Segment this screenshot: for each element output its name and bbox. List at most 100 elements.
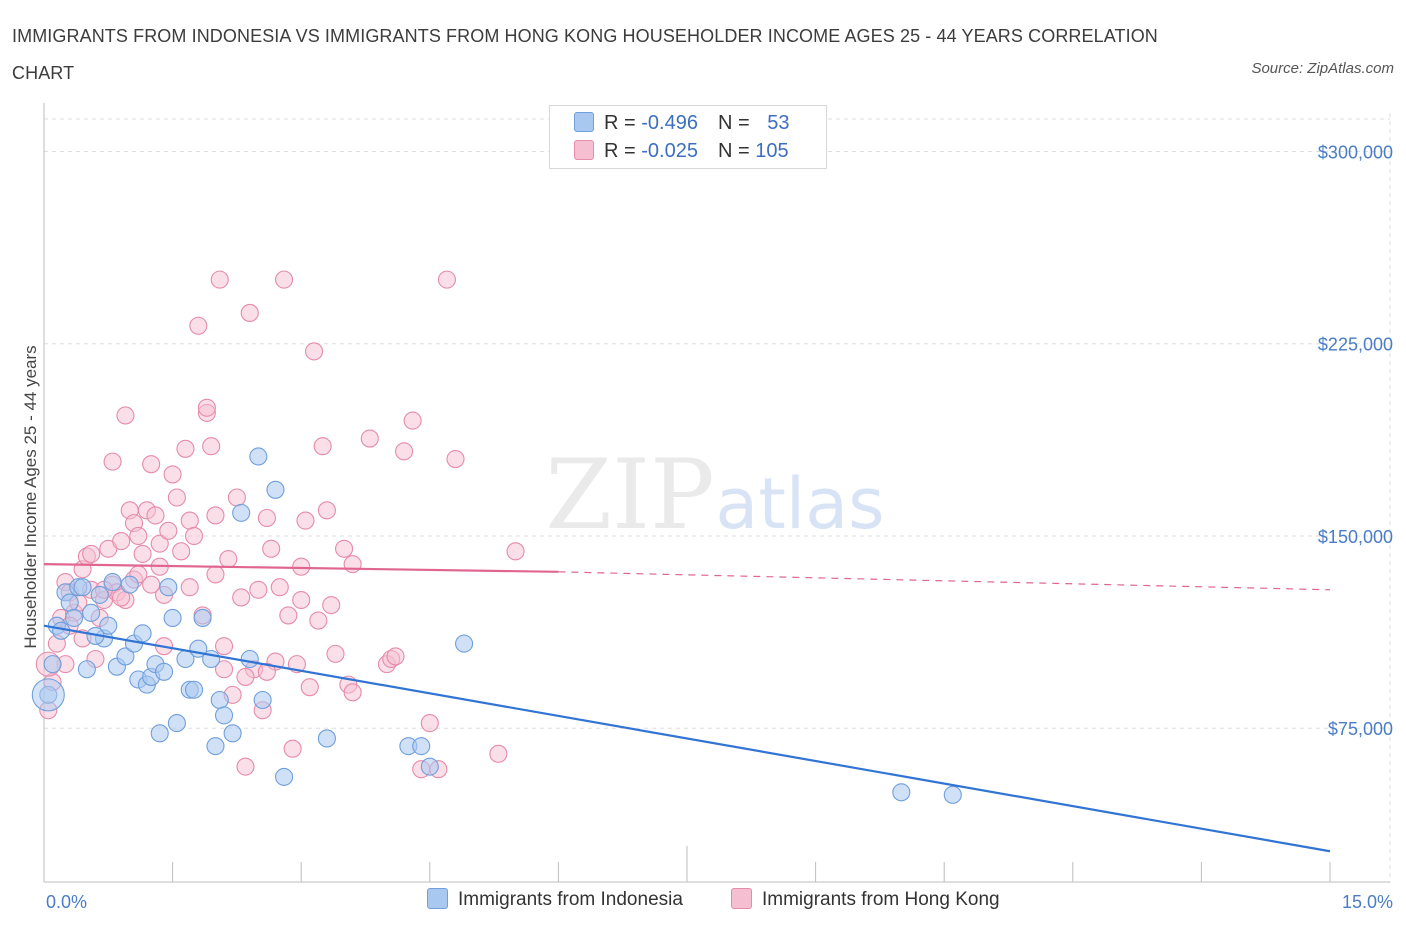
point-indonesia	[275, 767, 294, 786]
point-hong-kong	[172, 542, 191, 561]
point-hong-kong	[232, 588, 251, 607]
axes	[43, 103, 1390, 883]
point-hong-kong	[82, 544, 101, 563]
point-hong-kong	[189, 316, 208, 335]
point-hong-kong	[322, 596, 341, 615]
y-axis-label: Householder Income Ages 25 - 44 years	[21, 345, 40, 648]
point-hong-kong	[343, 683, 362, 702]
point-hong-kong	[116, 406, 135, 425]
legend-swatch-hong-kong	[574, 140, 594, 160]
point-hong-kong	[292, 557, 311, 576]
point-hong-kong	[305, 342, 324, 361]
tick-labels: $75,000 $150,000 $225,000 $300,000 0.0% 15.0%	[46, 142, 1393, 912]
point-hong-kong	[206, 565, 225, 584]
legend-n-value: 105	[755, 140, 789, 162]
point-hong-kong	[103, 452, 122, 471]
point-indonesia	[892, 783, 911, 802]
point-hong-kong	[437, 270, 456, 289]
point-indonesia	[420, 757, 439, 776]
point-hong-kong	[167, 488, 186, 507]
point-hong-kong	[206, 506, 225, 525]
y-tick-label: $225,000	[1318, 335, 1393, 355]
series-legend: Immigrants from Indonesia Immigrants fro…	[0, 888, 1406, 918]
point-hong-kong	[219, 549, 238, 569]
point-hong-kong	[283, 739, 302, 758]
point-hong-kong	[386, 647, 405, 666]
point-hong-kong	[262, 539, 281, 558]
point-hong-kong	[395, 442, 414, 461]
legend-r-label: R =	[604, 112, 642, 134]
point-indonesia	[193, 608, 212, 628]
y-tick-label: $150,000	[1318, 527, 1393, 547]
point-hong-kong	[159, 521, 178, 540]
point-indonesia	[317, 729, 336, 748]
point-hong-kong	[506, 542, 525, 561]
point-indonesia	[214, 706, 234, 725]
source-label: Source: ZipAtlas.com	[1251, 60, 1394, 77]
watermark: ZIP atlas	[545, 439, 884, 551]
point-indonesia	[455, 634, 474, 653]
point-hong-kong	[296, 511, 315, 530]
point-indonesia	[133, 624, 152, 643]
point-hong-kong	[300, 678, 319, 697]
point-indonesia	[82, 603, 101, 622]
point-hong-kong	[257, 508, 276, 528]
point-indonesia	[120, 575, 139, 594]
legend-label-hong-kong: Immigrants from Hong Kong	[762, 889, 1000, 910]
point-indonesia	[232, 503, 251, 522]
point-indonesia	[159, 578, 178, 597]
point-indonesia	[154, 662, 174, 681]
point-indonesia	[73, 578, 92, 597]
point-indonesia	[99, 616, 118, 635]
point-hong-kong	[236, 757, 255, 776]
point-hong-kong	[335, 539, 354, 558]
point-hong-kong	[163, 465, 182, 484]
point-hong-kong	[279, 606, 298, 625]
point-hong-kong	[292, 590, 311, 610]
point-indonesia	[253, 690, 272, 710]
series-hong-kong	[35, 270, 525, 779]
watermark-zip: ZIP	[545, 439, 714, 551]
point-hong-kong	[133, 544, 152, 563]
legend-swatch-indonesia	[427, 888, 448, 909]
point-hong-kong	[343, 555, 362, 574]
legend-swatch-hong-kong	[731, 888, 752, 909]
point-indonesia	[150, 724, 169, 743]
point-hong-kong	[214, 637, 234, 656]
point-hong-kong	[240, 303, 259, 322]
legend-item-indonesia: Immigrants from Indonesia	[427, 888, 683, 911]
point-indonesia	[184, 680, 204, 699]
point-indonesia	[116, 647, 135, 666]
point-hong-kong	[129, 526, 148, 546]
legend-item-hong-kong: Immigrants from Hong Kong	[731, 888, 1000, 911]
trend-lines	[43, 563, 1331, 853]
point-hong-kong	[403, 411, 422, 430]
legend-n-value: 53	[767, 112, 790, 134]
point-hong-kong	[313, 437, 332, 456]
point-indonesia-cluster	[31, 678, 65, 712]
correlation-legend: R = -0.496 N = 53 R = -0.025 N = 105	[549, 105, 827, 169]
point-hong-kong	[176, 439, 195, 458]
legend-row-indonesia: R = -0.496 N = 53	[574, 112, 789, 138]
point-hong-kong	[317, 501, 336, 520]
point-hong-kong	[197, 398, 216, 417]
trend-line-hong-kong	[43, 563, 559, 573]
trend-line-hong-kong-extension	[558, 571, 1331, 591]
point-hong-kong	[489, 744, 508, 763]
point-indonesia	[206, 737, 225, 756]
point-hong-kong	[326, 644, 345, 663]
y-tick-label: $300,000	[1318, 142, 1393, 162]
legend-row-hong-kong: R = -0.025 N = 105	[574, 140, 789, 166]
point-hong-kong	[446, 449, 465, 469]
y-tick-label: $75,000	[1328, 719, 1393, 739]
point-indonesia	[60, 593, 79, 612]
point-indonesia	[943, 785, 962, 804]
trend-line-indonesia	[43, 624, 1331, 853]
point-indonesia	[167, 714, 186, 733]
point-hong-kong	[275, 270, 294, 289]
point-indonesia	[210, 690, 229, 710]
x-tick-label: 0.0%	[46, 892, 87, 912]
legend-r-value: -0.025	[641, 140, 698, 162]
point-indonesia	[249, 447, 268, 466]
point-hong-kong	[210, 270, 229, 289]
